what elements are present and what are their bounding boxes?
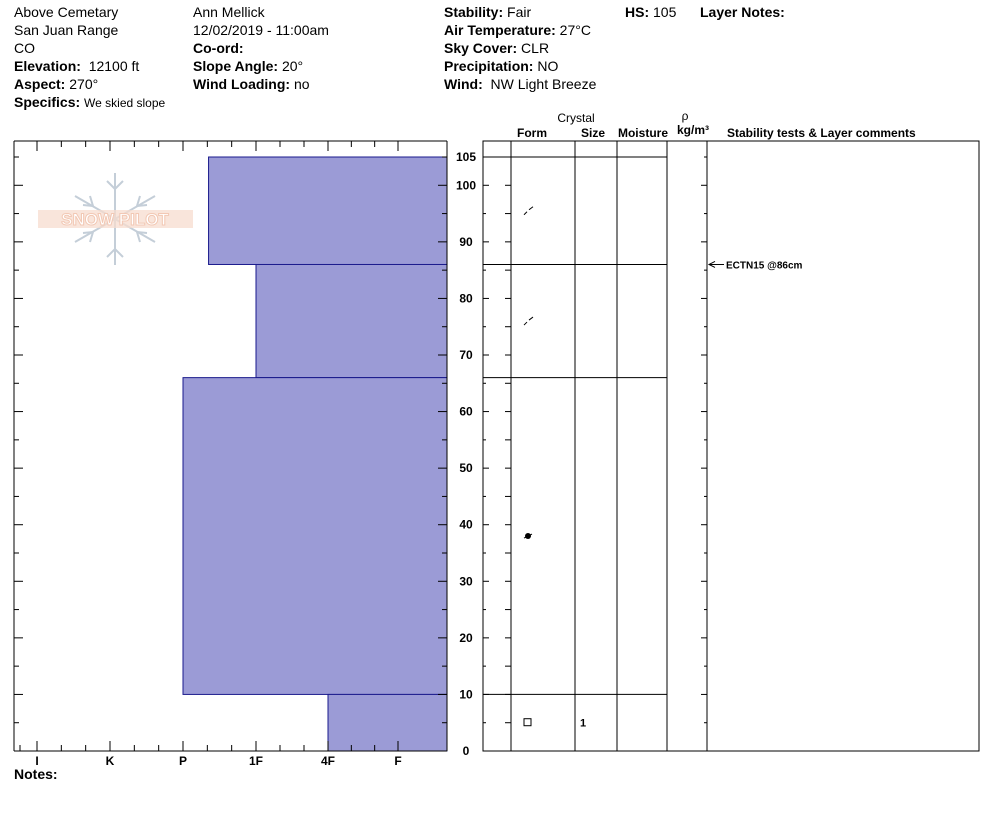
elevation-label: Elevation: bbox=[14, 58, 81, 74]
symbol-stroke bbox=[523, 211, 528, 216]
stability-test-annotations: ECTN15 @86cm bbox=[707, 260, 803, 271]
specifics-row: Specifics: We skied slope bbox=[14, 93, 165, 112]
depth-label: 50 bbox=[459, 461, 473, 475]
depth-label: 20 bbox=[459, 631, 473, 645]
faceted-crystal-icon bbox=[523, 718, 532, 727]
aspect-row: Aspect: 270° bbox=[14, 75, 98, 93]
notes-label: Notes: bbox=[14, 766, 58, 782]
symbol-stroke bbox=[528, 206, 534, 211]
logo-text: SNOW PILOT bbox=[61, 210, 169, 229]
hardness-label: 4F bbox=[321, 754, 335, 768]
precip-row: Precipitation: NO bbox=[444, 57, 558, 75]
stability-row: Stability: Fair bbox=[444, 3, 531, 21]
hardness-label: I bbox=[35, 754, 38, 768]
layer-table: 1 ECTN15 @86cm bbox=[482, 140, 980, 752]
stability-label: Stability: bbox=[444, 4, 504, 20]
comments-header: Stability tests & Layer comments bbox=[727, 126, 916, 140]
elevation-value: 12100 ft bbox=[88, 58, 140, 74]
observation-datetime: 12/02/2019 - 11:00am bbox=[193, 22, 329, 38]
air-temp-value: 27°C bbox=[559, 22, 591, 38]
depth-label: 10 bbox=[459, 687, 473, 701]
symbol-stroke bbox=[523, 321, 528, 326]
aspect-label: Aspect: bbox=[14, 76, 66, 92]
stability-value: Fair bbox=[507, 4, 532, 20]
wind-loading-value: no bbox=[293, 76, 310, 92]
hardness-label: F bbox=[394, 754, 401, 768]
observer-name: Ann Mellick bbox=[193, 4, 265, 20]
depth-label: 105 bbox=[456, 150, 476, 164]
depth-label: 70 bbox=[459, 348, 473, 362]
symbol-stroke bbox=[523, 533, 533, 539]
coord-label: Co-ord: bbox=[193, 40, 244, 56]
specifics-value: We skied slope bbox=[84, 96, 166, 110]
grain-form-symbols bbox=[523, 206, 534, 727]
depth-label: 80 bbox=[459, 291, 473, 305]
depth-label: 40 bbox=[459, 518, 473, 532]
melt-freeze-crust-icon bbox=[523, 533, 533, 540]
air-temp-row: Air Temperature: 27°C bbox=[444, 21, 591, 39]
hardness-bar-2 bbox=[182, 377, 448, 695]
table-right-ticks bbox=[483, 156, 707, 752]
notes-row: Notes: bbox=[14, 765, 58, 783]
layer-notes-label: Layer Notes: bbox=[700, 4, 785, 20]
crystal-header: Crystal bbox=[557, 111, 594, 125]
hardness-label: 1F bbox=[249, 754, 263, 768]
depth-label: 100 bbox=[456, 178, 476, 192]
slope-value: 20° bbox=[281, 58, 304, 74]
symbol-stroke bbox=[528, 316, 534, 321]
hs-value: 105 bbox=[653, 4, 677, 20]
form-header: Form bbox=[517, 126, 547, 140]
range-name: San Juan Range bbox=[14, 22, 119, 38]
wind-label: Wind: bbox=[444, 76, 483, 92]
state-name: CO bbox=[14, 40, 35, 56]
wind-loading-label: Wind Loading: bbox=[193, 76, 291, 92]
snowpilot-logo: SNOW PILOT bbox=[38, 173, 193, 265]
depth-label: 90 bbox=[459, 235, 473, 249]
test-arrow-head-icon bbox=[707, 261, 716, 268]
sky-row: Sky Cover: CLR bbox=[444, 39, 549, 57]
location-name: Above Cemetary bbox=[14, 4, 119, 20]
air-temp-label: Air Temperature: bbox=[444, 22, 556, 38]
density-unit-header: kg/m³ bbox=[677, 123, 709, 137]
layer-notes-row: Layer Notes: bbox=[700, 3, 785, 21]
table-frame bbox=[482, 140, 980, 752]
layer-boundaries bbox=[483, 156, 667, 695]
slope-label: Slope Angle: bbox=[193, 58, 279, 74]
grain-sizes: 1 bbox=[580, 718, 586, 730]
coord-row: Co-ord: bbox=[193, 39, 244, 57]
decomposing-particles-icon bbox=[523, 316, 534, 326]
hardness-label: K bbox=[106, 754, 115, 768]
specifics-label: Specifics: bbox=[14, 94, 81, 110]
slope-row: Slope Angle: 20° bbox=[193, 57, 303, 75]
decomposing-particles-icon bbox=[523, 206, 534, 216]
stability-test-label: ECTN15 @86cm bbox=[726, 260, 803, 271]
hs-label: HS: bbox=[625, 4, 650, 20]
size-header: Size bbox=[581, 126, 605, 140]
logo-band bbox=[38, 210, 193, 228]
wind-value: NW Light Breeze bbox=[490, 76, 597, 92]
hardness-bar-0 bbox=[208, 156, 448, 265]
elevation-row: Elevation: 12100 ft bbox=[14, 57, 139, 75]
sky-value: CLR bbox=[521, 40, 550, 56]
depth-label: 0 bbox=[463, 744, 470, 758]
sky-label: Sky Cover: bbox=[444, 40, 518, 56]
depth-label: 30 bbox=[459, 574, 473, 588]
hardness-bars bbox=[182, 156, 448, 752]
depth-axis: 0 10 20 30 40 50 60 70 80 90 100 105 bbox=[14, 150, 476, 758]
hardness-label: P bbox=[179, 754, 187, 768]
precip-label: Precipitation: bbox=[444, 58, 534, 74]
wind-loading-row: Wind Loading: no bbox=[193, 75, 310, 93]
precip-value: NO bbox=[537, 58, 559, 74]
hardness-bar-1 bbox=[255, 263, 448, 379]
aspect-value: 270° bbox=[69, 76, 99, 92]
depth-label: 60 bbox=[459, 405, 473, 419]
hardness-axis: I K P 1F 4F F bbox=[19, 141, 402, 768]
hardness-bar-3 bbox=[327, 693, 448, 752]
grain-size-value: 1 bbox=[580, 718, 586, 730]
moisture-header: Moisture bbox=[618, 126, 668, 140]
wind-row: Wind: NW Light Breeze bbox=[444, 75, 596, 93]
rho-header: ρ bbox=[682, 109, 689, 123]
hs-row: HS: 105 bbox=[625, 3, 676, 21]
